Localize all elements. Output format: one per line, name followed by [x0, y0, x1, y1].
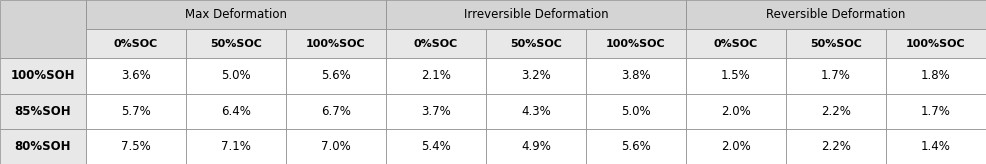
Bar: [786, 29, 886, 58]
Bar: [0, 58, 86, 94]
Bar: [886, 94, 986, 129]
Bar: [286, 94, 386, 129]
Text: 2.1%: 2.1%: [421, 70, 451, 82]
Bar: [486, 29, 586, 58]
Text: 100%SOC: 100%SOC: [906, 39, 966, 49]
Bar: [686, 58, 786, 94]
Text: 4.3%: 4.3%: [521, 105, 551, 118]
Bar: [586, 129, 686, 164]
Bar: [86, 0, 386, 29]
Bar: [586, 29, 686, 58]
Bar: [686, 0, 986, 29]
Text: 7.1%: 7.1%: [221, 140, 250, 153]
Text: 6.4%: 6.4%: [221, 105, 250, 118]
Bar: [586, 58, 686, 94]
Bar: [185, 129, 286, 164]
Bar: [886, 29, 986, 58]
Text: 100%SOC: 100%SOC: [606, 39, 666, 49]
Bar: [86, 129, 185, 164]
Text: 5.4%: 5.4%: [421, 140, 451, 153]
Text: Reversible Deformation: Reversible Deformation: [766, 8, 906, 21]
Text: Max Deformation: Max Deformation: [184, 8, 287, 21]
Bar: [286, 29, 386, 58]
Text: 1.5%: 1.5%: [721, 70, 750, 82]
Bar: [386, 94, 486, 129]
Bar: [0, 94, 86, 129]
Text: 5.0%: 5.0%: [621, 105, 651, 118]
Text: 50%SOC: 50%SOC: [210, 39, 261, 49]
Bar: [86, 58, 185, 94]
Text: 5.0%: 5.0%: [221, 70, 250, 82]
Text: 1.8%: 1.8%: [921, 70, 951, 82]
Text: 2.0%: 2.0%: [721, 140, 750, 153]
Bar: [486, 58, 586, 94]
Text: 85%SOH: 85%SOH: [15, 105, 71, 118]
Text: 50%SOC: 50%SOC: [510, 39, 562, 49]
Text: 1.4%: 1.4%: [921, 140, 951, 153]
Text: 2.0%: 2.0%: [721, 105, 750, 118]
Text: 5.6%: 5.6%: [321, 70, 351, 82]
Bar: [886, 58, 986, 94]
Text: 0%SOC: 0%SOC: [414, 39, 458, 49]
Text: 3.8%: 3.8%: [621, 70, 651, 82]
Text: 3.7%: 3.7%: [421, 105, 451, 118]
Text: 0%SOC: 0%SOC: [113, 39, 158, 49]
Text: 50%SOC: 50%SOC: [810, 39, 862, 49]
Bar: [486, 129, 586, 164]
Text: 100%SOH: 100%SOH: [11, 70, 75, 82]
Bar: [386, 0, 686, 29]
Bar: [185, 29, 286, 58]
Text: 5.7%: 5.7%: [121, 105, 151, 118]
Text: 2.2%: 2.2%: [821, 140, 851, 153]
Bar: [686, 129, 786, 164]
Bar: [286, 58, 386, 94]
Bar: [286, 129, 386, 164]
Text: 1.7%: 1.7%: [921, 105, 951, 118]
Text: 0%SOC: 0%SOC: [714, 39, 758, 49]
Bar: [0, 0, 86, 58]
Text: 3.6%: 3.6%: [121, 70, 151, 82]
Bar: [686, 94, 786, 129]
Text: 4.9%: 4.9%: [521, 140, 551, 153]
Bar: [886, 129, 986, 164]
Text: 1.7%: 1.7%: [821, 70, 851, 82]
Bar: [386, 58, 486, 94]
Bar: [185, 58, 286, 94]
Bar: [185, 94, 286, 129]
Bar: [386, 129, 486, 164]
Bar: [786, 58, 886, 94]
Bar: [786, 129, 886, 164]
Bar: [786, 94, 886, 129]
Text: 100%SOC: 100%SOC: [306, 39, 366, 49]
Text: Irreversible Deformation: Irreversible Deformation: [463, 8, 608, 21]
Text: 7.5%: 7.5%: [121, 140, 151, 153]
Text: 6.7%: 6.7%: [320, 105, 351, 118]
Bar: [86, 94, 185, 129]
Text: 7.0%: 7.0%: [321, 140, 351, 153]
Bar: [0, 129, 86, 164]
Bar: [386, 29, 486, 58]
Bar: [586, 94, 686, 129]
Bar: [686, 29, 786, 58]
Bar: [486, 94, 586, 129]
Text: 2.2%: 2.2%: [821, 105, 851, 118]
Text: 5.6%: 5.6%: [621, 140, 651, 153]
Bar: [86, 29, 185, 58]
Text: 80%SOH: 80%SOH: [15, 140, 71, 153]
Text: 3.2%: 3.2%: [521, 70, 551, 82]
